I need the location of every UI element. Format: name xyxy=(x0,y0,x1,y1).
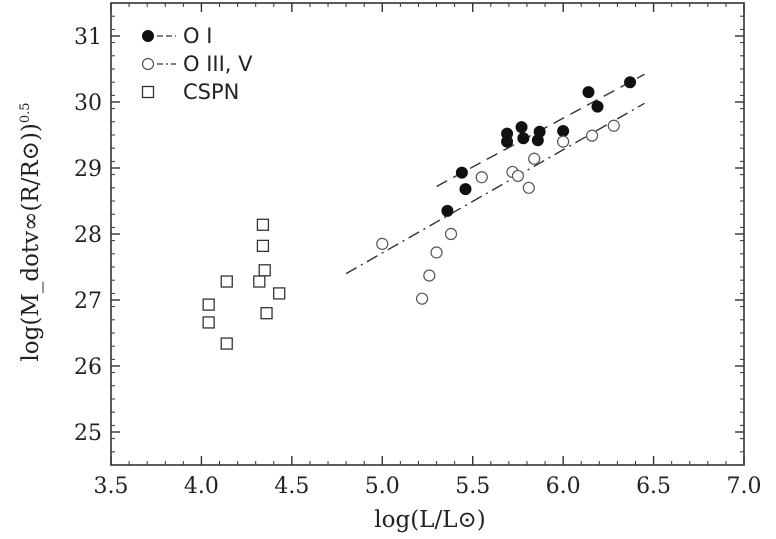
y-tick-label: 27 xyxy=(74,289,102,314)
y-axis-title: log(M_dotv∞(R/R⊙))0.5 xyxy=(18,102,44,361)
legend-marker xyxy=(141,85,155,99)
legend-marker xyxy=(142,30,154,42)
data-point xyxy=(423,269,436,282)
y-tick-label: 28 xyxy=(74,223,102,248)
data-point xyxy=(256,239,270,253)
data-point xyxy=(475,171,488,184)
y-tick-label: 25 xyxy=(74,421,102,446)
x-tick-label: 4.0 xyxy=(184,474,219,499)
legend-label: CSPN xyxy=(183,80,239,104)
x-tick-label: 5.5 xyxy=(455,474,490,499)
x-tick-label: 7.0 xyxy=(727,474,762,499)
data-point xyxy=(522,181,535,194)
data-point xyxy=(415,292,429,305)
data-point xyxy=(202,298,215,311)
legend-marker xyxy=(141,57,155,71)
y-tick-label: 30 xyxy=(74,91,102,116)
data-points xyxy=(202,76,637,350)
data-point xyxy=(253,275,266,288)
data-point xyxy=(557,135,570,148)
data-point xyxy=(455,166,468,179)
data-point xyxy=(459,183,472,196)
data-point xyxy=(430,246,443,259)
x-tick-label: 5.0 xyxy=(365,474,400,499)
axis-ticks xyxy=(110,2,745,466)
x-tick-label: 4.5 xyxy=(274,474,309,499)
fit-line xyxy=(345,102,645,275)
y-axis-title-close: ) xyxy=(18,123,44,132)
legend: O I O III, V CSPN xyxy=(141,24,253,104)
y-axis-title-main: log(M_dotv∞(R/R⊙) xyxy=(18,132,44,362)
data-point xyxy=(607,119,620,132)
tick-labels: 3.5 4.0 4.5 5.0 5.5 6.0 6.5 7.0 25 26 27 28 29 30 31 xyxy=(74,25,762,499)
data-point xyxy=(511,169,525,183)
legend-label: O III, V xyxy=(183,52,253,76)
data-point xyxy=(258,264,271,277)
y-tick-label: 31 xyxy=(74,25,102,50)
data-point xyxy=(528,152,541,165)
x-tick-label: 3.5 xyxy=(94,474,129,499)
data-point xyxy=(557,125,570,138)
data-point xyxy=(517,132,530,145)
y-tick-label: 26 xyxy=(74,355,102,380)
data-point xyxy=(624,76,637,89)
y-axis-title-sup: 0.5 xyxy=(18,102,33,123)
data-point xyxy=(533,125,546,138)
data-point xyxy=(256,218,270,231)
data-point xyxy=(202,316,215,329)
x-axis-title: log(L/L⊙) xyxy=(374,507,485,533)
data-point xyxy=(376,237,389,250)
y-tick-label: 29 xyxy=(74,157,102,182)
data-point xyxy=(220,275,233,288)
data-point xyxy=(220,337,233,350)
data-point xyxy=(582,86,595,99)
data-point xyxy=(591,100,604,113)
data-point xyxy=(260,307,273,320)
x-tick-label: 6.0 xyxy=(546,474,581,499)
data-point xyxy=(515,121,528,134)
data-point xyxy=(444,227,458,241)
x-tick-label: 6.5 xyxy=(636,474,671,499)
data-point xyxy=(441,204,454,217)
legend-label: O I xyxy=(183,24,212,48)
data-point xyxy=(273,287,286,300)
data-point xyxy=(585,129,599,142)
data-point xyxy=(501,135,514,148)
